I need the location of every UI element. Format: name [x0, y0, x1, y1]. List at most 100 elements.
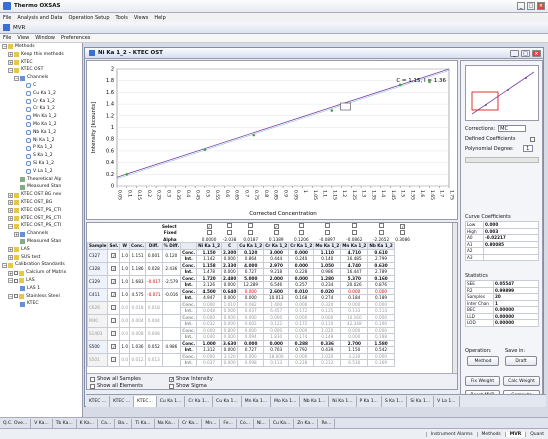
status-tab[interactable]: MVR — [504, 431, 526, 437]
column-header[interactable]: Mo Ka 1_2 — [313, 242, 342, 250]
header-cell[interactable] — [289, 229, 314, 237]
bottom-tab[interactable]: Tb Ka... — [53, 418, 77, 428]
concentration-cell[interactable]: 2.480 — [220, 274, 239, 282]
sample-name[interactable]: C626 — [87, 300, 109, 315]
menu-item-tools[interactable]: Tools — [115, 14, 128, 21]
menu-item-analysis-and-data[interactable]: Analysis and Data — [17, 14, 63, 21]
intensity-cell[interactable]: 0.169 — [367, 359, 395, 367]
bottom-tab[interactable]: Q.C. Ove... — [0, 418, 32, 428]
tree-item[interactable]: Cr Ka 1_2 — [0, 105, 82, 113]
concentration-cell[interactable]: 2.300 — [220, 248, 239, 256]
collapse-icon[interactable]: − — [8, 67, 13, 73]
mvr-menu-item-window[interactable]: Window — [35, 35, 55, 41]
sample-name[interactable]: C329 — [87, 274, 109, 289]
header-cell[interactable] — [289, 223, 314, 230]
tree-item[interactable]: − KTEC OST — [0, 66, 82, 74]
child-maximize-icon[interactable]: □ — [521, 50, 530, 57]
header-cell[interactable]: ✓ — [197, 223, 222, 230]
tree-item[interactable]: V La 1_2 — [0, 168, 82, 176]
header-cell[interactable]: ✓ — [264, 223, 289, 230]
tree-item[interactable]: C — [0, 82, 82, 90]
bottom-tab[interactable]: V Ka... — [31, 418, 53, 428]
column-header[interactable]: Sample — [87, 242, 109, 250]
select-checkbox[interactable]: ✓ — [273, 223, 279, 229]
channel-tab[interactable]: Mn Ka 1... — [242, 395, 272, 407]
close-icon[interactable]: × — [537, 2, 545, 10]
sample-name[interactable]: C327 — [87, 248, 109, 263]
sample-select-checkbox[interactable]: ✓ — [111, 253, 117, 258]
fixed-checkbox[interactable] — [298, 229, 304, 235]
method-tree[interactable]: − Methods + Keep this methods + KTEC − KTEC OST… — [0, 43, 83, 417]
intensity-cell[interactable]: 0.000 — [220, 255, 239, 263]
data-point[interactable] — [330, 109, 334, 112]
selected-point-box[interactable] — [340, 102, 351, 111]
menu-item-views[interactable]: Views — [133, 14, 149, 21]
intensity-cell[interactable]: 0.098 — [237, 359, 265, 367]
bottom-tab[interactable]: Cr Ka... — [179, 418, 203, 428]
column-header[interactable]: Conc. — [129, 242, 147, 250]
show-all-elements-checkbox[interactable] — [90, 383, 95, 389]
tree-item[interactable]: + KTEC OST_PS_CTI — [0, 215, 82, 223]
sample-select-checkbox[interactable]: ✓ — [111, 292, 117, 297]
tree-item[interactable]: − Calibration Standards — [0, 261, 82, 269]
corrections-select[interactable]: MC — [498, 125, 527, 132]
collapse-icon[interactable]: − — [2, 262, 7, 268]
intensity-cell[interactable]: 0.000 — [220, 320, 239, 328]
select-checkbox[interactable] — [298, 223, 304, 229]
sample-select-checkbox[interactable]: ✓ — [111, 357, 117, 362]
column-header[interactable]: Sel. — [107, 242, 121, 250]
header-cell[interactable] — [238, 229, 264, 237]
tree-checkbox[interactable] — [14, 271, 18, 275]
concentration-cell[interactable]: 0.640 — [220, 287, 239, 295]
select-checkbox[interactable] — [351, 223, 357, 229]
tree-item[interactable]: + KTEC OST_BG — [0, 199, 82, 207]
column-header[interactable]: Mn Ka 1_2 — [340, 242, 369, 250]
bottom-tab[interactable]: Na Ka... — [155, 418, 180, 428]
table-row[interactable]: Int. 1.312 0.000 0.727 0.703 0.792 0.439 1.150 0… — [88, 346, 412, 354]
fixed-checkbox[interactable] — [248, 229, 254, 235]
table-row[interactable]: C327 ✓ 1.0 1.151 0.001 0.120 Conc. 1.150 2.300 0.… — [87, 248, 412, 263]
mvr-menu-item-preferences[interactable]: Preferences — [60, 35, 91, 41]
sample-name[interactable]: S500 — [87, 339, 109, 354]
sample-name[interactable]: M40 — [87, 313, 109, 328]
sel-cell[interactable]: ✓ — [107, 339, 121, 354]
concentration-cell[interactable]: 3.120 — [220, 352, 239, 360]
expand-icon[interactable]: + — [8, 192, 13, 198]
tree-item[interactable]: Nb Ka 1_2 — [0, 129, 82, 137]
fixed-checkbox[interactable] — [378, 229, 384, 235]
column-header[interactable]: Ni Ka 1_2 — [196, 242, 222, 250]
weight-value[interactable]: 1.0 — [119, 339, 131, 354]
menu-item-operation-setup[interactable]: Operation Setup — [68, 14, 110, 21]
tree-item[interactable]: LAS 1 — [0, 285, 82, 293]
concentration-cell[interactable]: 3.630 — [220, 339, 239, 347]
header-cell[interactable] — [368, 223, 394, 230]
intensity-cell[interactable]: 0.000 — [220, 359, 239, 367]
channel-tab[interactable]: S Ka 1... — [382, 395, 408, 407]
tree-item[interactable]: + KTEC OST_PS_CTI — [0, 207, 82, 215]
select-checkbox[interactable] — [248, 223, 254, 229]
sample-name[interactable]: C328 — [87, 261, 109, 276]
collapse-icon[interactable]: − — [8, 278, 13, 284]
select-checkbox[interactable] — [378, 223, 384, 229]
mvr-menu-item-file[interactable]: File — [3, 35, 12, 41]
fix-weight-button[interactable]: Fix Weight — [465, 376, 500, 386]
expand-icon[interactable]: + — [8, 254, 13, 260]
weight-value[interactable]: 1.0 — [119, 261, 131, 276]
sample-name[interactable]: C411 — [87, 287, 109, 302]
bottom-tab[interactable]: Ti Ka... — [132, 418, 155, 428]
tree-item[interactable]: Si Ka 1_2 — [0, 160, 82, 168]
channel-tab[interactable]: KTEC ... — [110, 395, 135, 407]
show-sigma-checkbox[interactable] — [169, 383, 174, 389]
fixed-checkbox[interactable] — [206, 229, 212, 235]
expand-icon[interactable]: + — [8, 200, 13, 206]
expand-icon[interactable]: + — [14, 231, 19, 237]
channel-tab[interactable]: KTEC ... — [86, 395, 111, 407]
child-minimize-icon[interactable]: _ — [510, 50, 519, 57]
tree-item[interactable]: − Stainless Steel — [0, 293, 82, 301]
collapse-icon[interactable]: − — [8, 223, 13, 229]
draft-button[interactable]: Draft — [505, 356, 537, 366]
select-checkbox[interactable]: ✓ — [400, 223, 406, 229]
child-close-icon[interactable]: × — [532, 50, 541, 57]
bottom-tab[interactable]: Co... — [237, 418, 254, 428]
defined-coefficients-checkbox[interactable] — [529, 136, 535, 142]
